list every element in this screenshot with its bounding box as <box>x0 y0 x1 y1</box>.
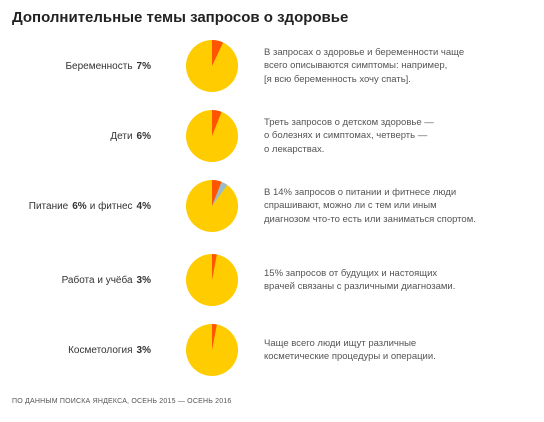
topic-description: Треть запросов о детском здоровье — о бо… <box>264 116 434 155</box>
topic-label: Питание 6% и фитнес 4% <box>29 176 151 236</box>
topic-description: В 14% запросов о питании и фитнесе люди … <box>264 186 476 225</box>
topic-value: 7% <box>136 60 151 72</box>
topic-row-cosmetology: Косметология 3% Чаще всего люди ищут раз… <box>0 320 544 380</box>
page-title: Дополнительные темы запросов о здоровье <box>12 9 349 26</box>
topic-description: В запросах о здоровье и беременности чащ… <box>264 46 465 85</box>
topic-label: Косметология 3% <box>68 320 151 380</box>
pie-slice-1 <box>212 181 228 206</box>
topic-description: 15% запросов от будущих и настоящих врач… <box>264 267 456 293</box>
topic-description: Чаще всего люди ищут различные косметиче… <box>264 337 436 363</box>
pie-chart-nutrition-fitness <box>186 180 238 232</box>
topic-label: Дети 6% <box>110 106 151 166</box>
topic-row-pregnancy: Беременность 7% В запросах о здоровье и … <box>0 36 544 96</box>
topic-row-children: Дети 6% Треть запросов о детском здоровь… <box>0 106 544 166</box>
topic-row-work-study: Работа и учёба 3% 15% запросов от будущи… <box>0 250 544 310</box>
topic-value: 3% <box>136 344 151 356</box>
topic-value: 6% <box>136 130 151 142</box>
topic-name: Работа и учёба <box>61 274 133 286</box>
topic-name: Питание <box>28 200 69 212</box>
pie-slice-0 <box>212 180 222 206</box>
topic-name: Дети <box>110 130 133 142</box>
pie-chart-pregnancy <box>186 40 238 92</box>
topic-value: 3% <box>136 274 151 286</box>
topic-label: Работа и учёба 3% <box>62 250 151 310</box>
topic-label: Беременность 7% <box>65 36 151 96</box>
pie-chart-cosmetology <box>186 324 238 376</box>
pie-slice-0 <box>212 324 217 350</box>
pie-slice-0 <box>212 40 224 66</box>
topic-name: Беременность <box>65 60 133 72</box>
pie-slice-0 <box>212 254 217 280</box>
topic-value: 6% <box>72 200 87 212</box>
pie-slice-0 <box>212 110 222 136</box>
source-footnote: ПО ДАННЫМ ПОИСКА ЯНДЕКСА, ОСЕНЬ 2015 — О… <box>12 398 232 405</box>
topic-connector: и фитнес <box>89 200 133 212</box>
pie-chart-children <box>186 110 238 162</box>
topic-row-nutrition-fitness: Питание 6% и фитнес 4% В 14% запросов о … <box>0 176 544 236</box>
topic-name: Косметология <box>68 344 133 356</box>
topic-value-secondary: 4% <box>136 200 151 212</box>
pie-chart-work-study <box>186 254 238 306</box>
